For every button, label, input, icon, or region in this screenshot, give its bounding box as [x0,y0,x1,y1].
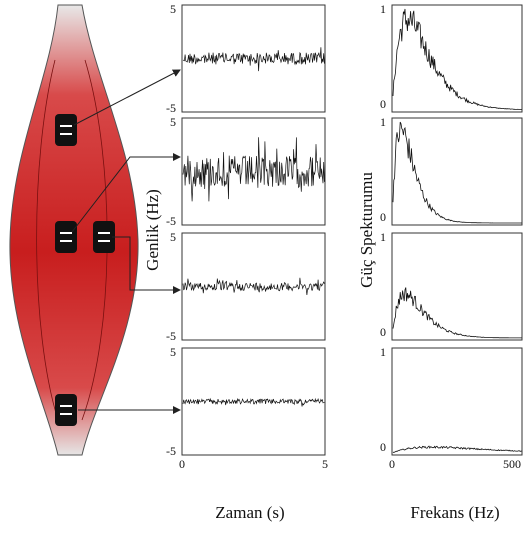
emg-signal [182,397,325,407]
y-tick-label: 1 [380,345,386,359]
x-label: Zaman (s) [215,503,284,522]
spectrum-panel [391,117,523,226]
y-tick-label: 0 [380,97,386,111]
x-tick-label: 0 [179,457,185,471]
y-tick-label: 1 [380,230,386,244]
power-spectrum [392,121,522,224]
emg-signal [182,137,325,202]
y-tick-label: 5 [170,230,176,244]
arrow [71,153,181,233]
arrows [71,69,181,414]
power-spectrum [392,445,522,453]
y-tick-label: 0 [380,325,386,339]
electrode [55,394,77,426]
emg-signal [182,277,325,296]
electrode [93,221,115,253]
muscle-fiber [36,59,59,421]
x-label: Frekans (Hz) [410,503,499,522]
spectrum-panel [391,4,523,113]
x-tick-label: 500 [503,457,521,471]
power-spectrum [392,287,522,339]
y-tick-label: 1 [380,2,386,16]
y-tick-label: -5 [166,101,176,115]
spectrum-panel [391,347,523,456]
y-tick-label: 1 [380,115,386,129]
arrow [112,236,181,294]
x-tick-label: 0 [389,457,395,471]
arrow [73,69,181,126]
y-label: Genlik (Hz) [143,189,162,271]
y-tick-label: -5 [166,329,176,343]
power-spectrum [392,8,522,110]
emg-signal [182,47,325,72]
y-tick-label: 0 [380,210,386,224]
electrode [55,221,77,253]
electrodes [55,114,115,426]
y-tick-label: 5 [170,345,176,359]
y-tick-label: 5 [170,2,176,16]
y-tick-label: -5 [166,444,176,458]
y-tick-label: 5 [170,115,176,129]
y-label: Güç Spekturumu [357,172,376,288]
y-tick-label: 0 [380,440,386,454]
electrode [55,114,77,146]
spectrum-panel [391,232,523,341]
y-tick-label: -5 [166,214,176,228]
x-tick-label: 5 [322,457,328,471]
